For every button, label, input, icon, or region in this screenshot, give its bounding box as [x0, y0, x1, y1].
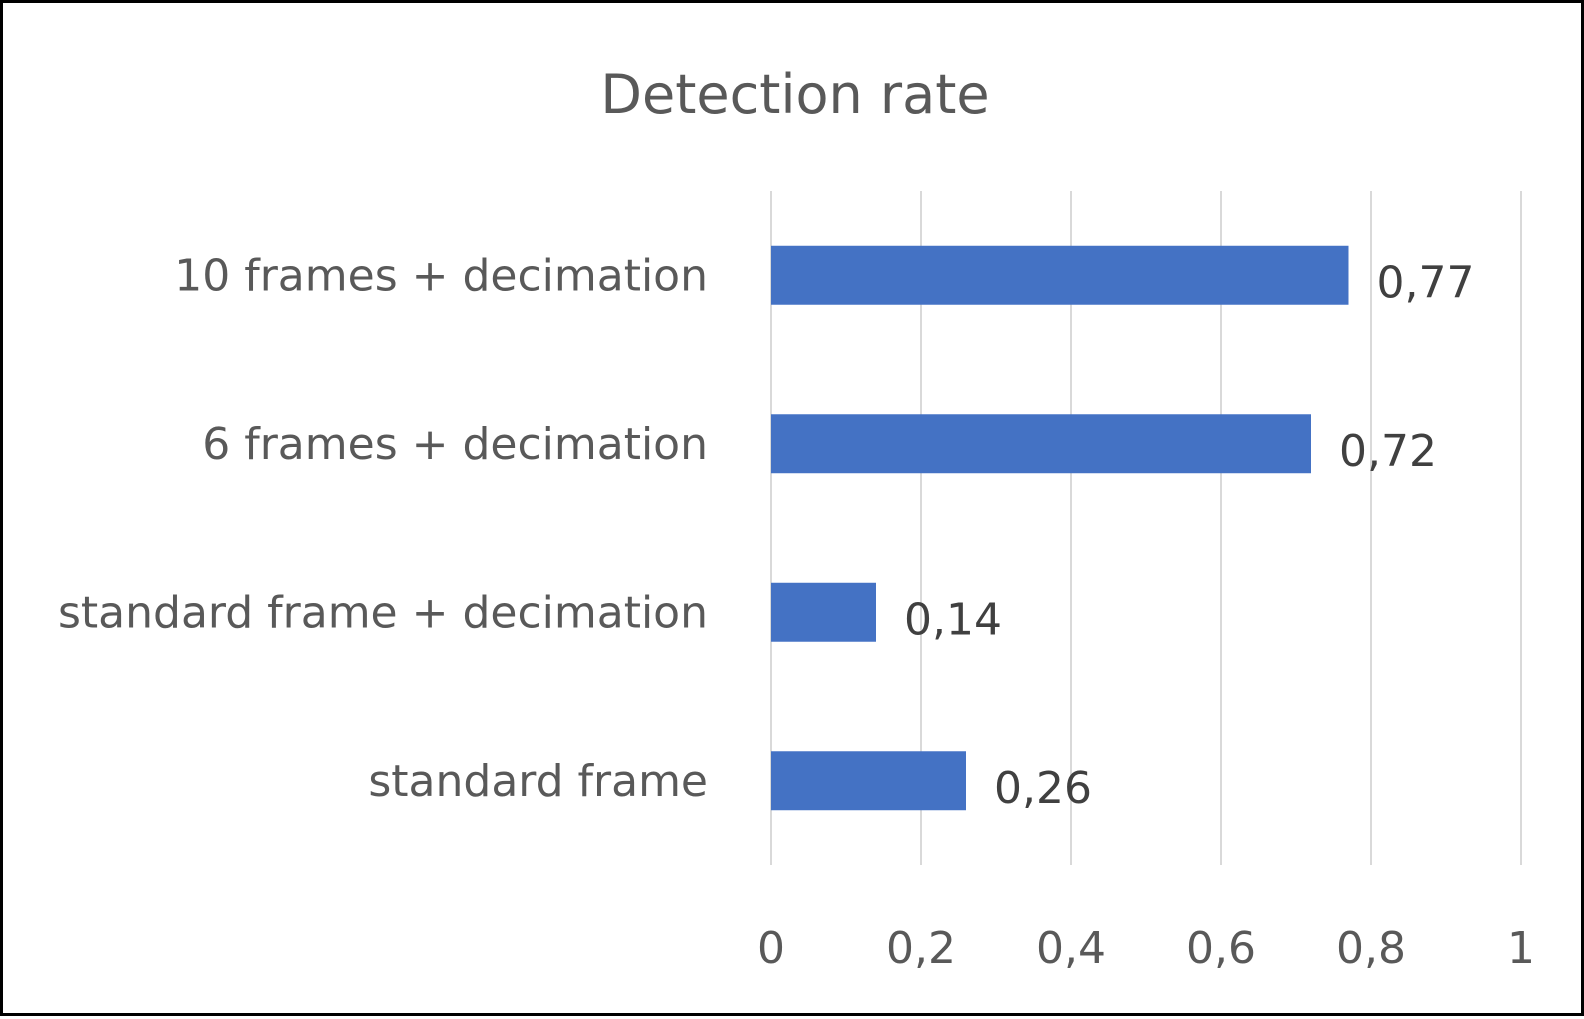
category-label: 10 frames + decimation	[174, 250, 708, 301]
category-label: standard frame	[368, 756, 708, 807]
chart-title: Detection rate	[600, 63, 989, 126]
bar	[771, 582, 876, 642]
data-label: 0,72	[1339, 426, 1437, 477]
x-tick-label: 0,4	[1036, 923, 1106, 974]
category-label: standard frame + decimation	[58, 587, 708, 638]
x-tick-label: 0,8	[1336, 923, 1406, 974]
x-tick-label: 0,6	[1186, 923, 1256, 974]
category-labels: 10 frames + decimation 6 frames + decimat…	[58, 250, 708, 807]
data-label: 0,26	[994, 763, 1092, 814]
x-tick-label: 0,2	[886, 923, 956, 974]
bar	[771, 751, 966, 811]
x-tick-label: 0	[757, 923, 785, 974]
category-label: 6 frames + decimation	[202, 419, 708, 470]
bar	[771, 414, 1311, 474]
bar	[771, 245, 1349, 305]
data-labels: 0,77 0,72 0,14 0,26	[904, 257, 1474, 814]
data-label: 0,14	[904, 594, 1002, 645]
x-tick-labels: 0 0,2 0,4 0,6 0,8 1	[757, 923, 1535, 974]
x-tick-label: 1	[1507, 923, 1535, 974]
chart-svg: Detection rate 10 frames + decimation 6 f…	[58, 63, 1535, 974]
data-label: 0,77	[1377, 257, 1475, 308]
bars	[771, 245, 1349, 811]
